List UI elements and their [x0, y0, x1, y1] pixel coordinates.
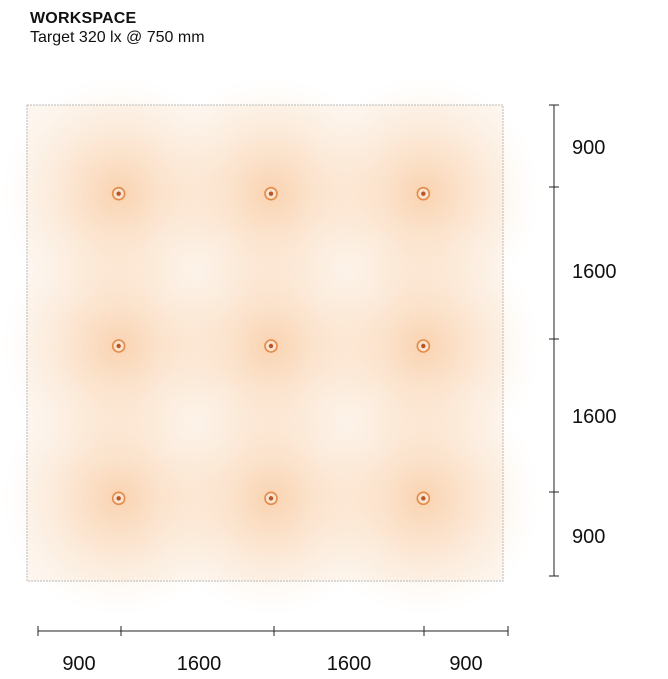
fixture-center-dot: [268, 496, 274, 501]
fixture-center-dot: [268, 191, 274, 196]
light-fixture-r1-c2[interactable]: [264, 186, 278, 201]
fixtures: [111, 186, 431, 506]
light-fixture-r3-c1[interactable]: [111, 491, 126, 506]
dimension-label-v4: 900: [572, 526, 605, 548]
header: WORKSPACE Target 320 lx @ 750 mm: [30, 9, 205, 48]
fixture-center-dot: [421, 191, 426, 196]
dimension-label-h1: 900: [62, 653, 95, 675]
light-fixture-r1-c3[interactable]: [416, 186, 431, 201]
dimension-label-v2: 1600: [572, 261, 617, 283]
dimension-label-h4: 900: [449, 653, 482, 675]
page-subtitle: Target 320 lx @ 750 mm: [30, 29, 205, 46]
page-title: WORKSPACE: [30, 10, 137, 27]
fixture-center-dot: [268, 343, 274, 349]
dimension-label-v1: 900: [572, 137, 605, 159]
dimension-label-h2: 1600: [177, 653, 222, 675]
dimension-label-h3: 1600: [327, 653, 372, 675]
light-fixture-r2-c1[interactable]: [111, 339, 126, 353]
dimension-label-v3: 1600: [572, 406, 617, 428]
light-fixture-r1-c1[interactable]: [111, 186, 126, 201]
fixture-center-dot: [116, 343, 121, 349]
room-outline: [26, 104, 504, 582]
fixture-center-dot: [116, 496, 121, 501]
fixture-center-dot: [421, 496, 426, 501]
light-fixture-r3-c3[interactable]: [416, 491, 431, 506]
fixture-center-dot: [421, 343, 426, 349]
vertical-dimension: 900 1600 1600 900: [549, 104, 617, 577]
light-fixture-r2-c3[interactable]: [416, 339, 431, 353]
light-fixture-r3-c2[interactable]: [264, 491, 278, 506]
fixture-center-dot: [116, 191, 121, 196]
light-fixture-r2-c2[interactable]: [264, 339, 278, 353]
horizontal-dimension: 900 1600 1600 900: [37, 626, 509, 675]
